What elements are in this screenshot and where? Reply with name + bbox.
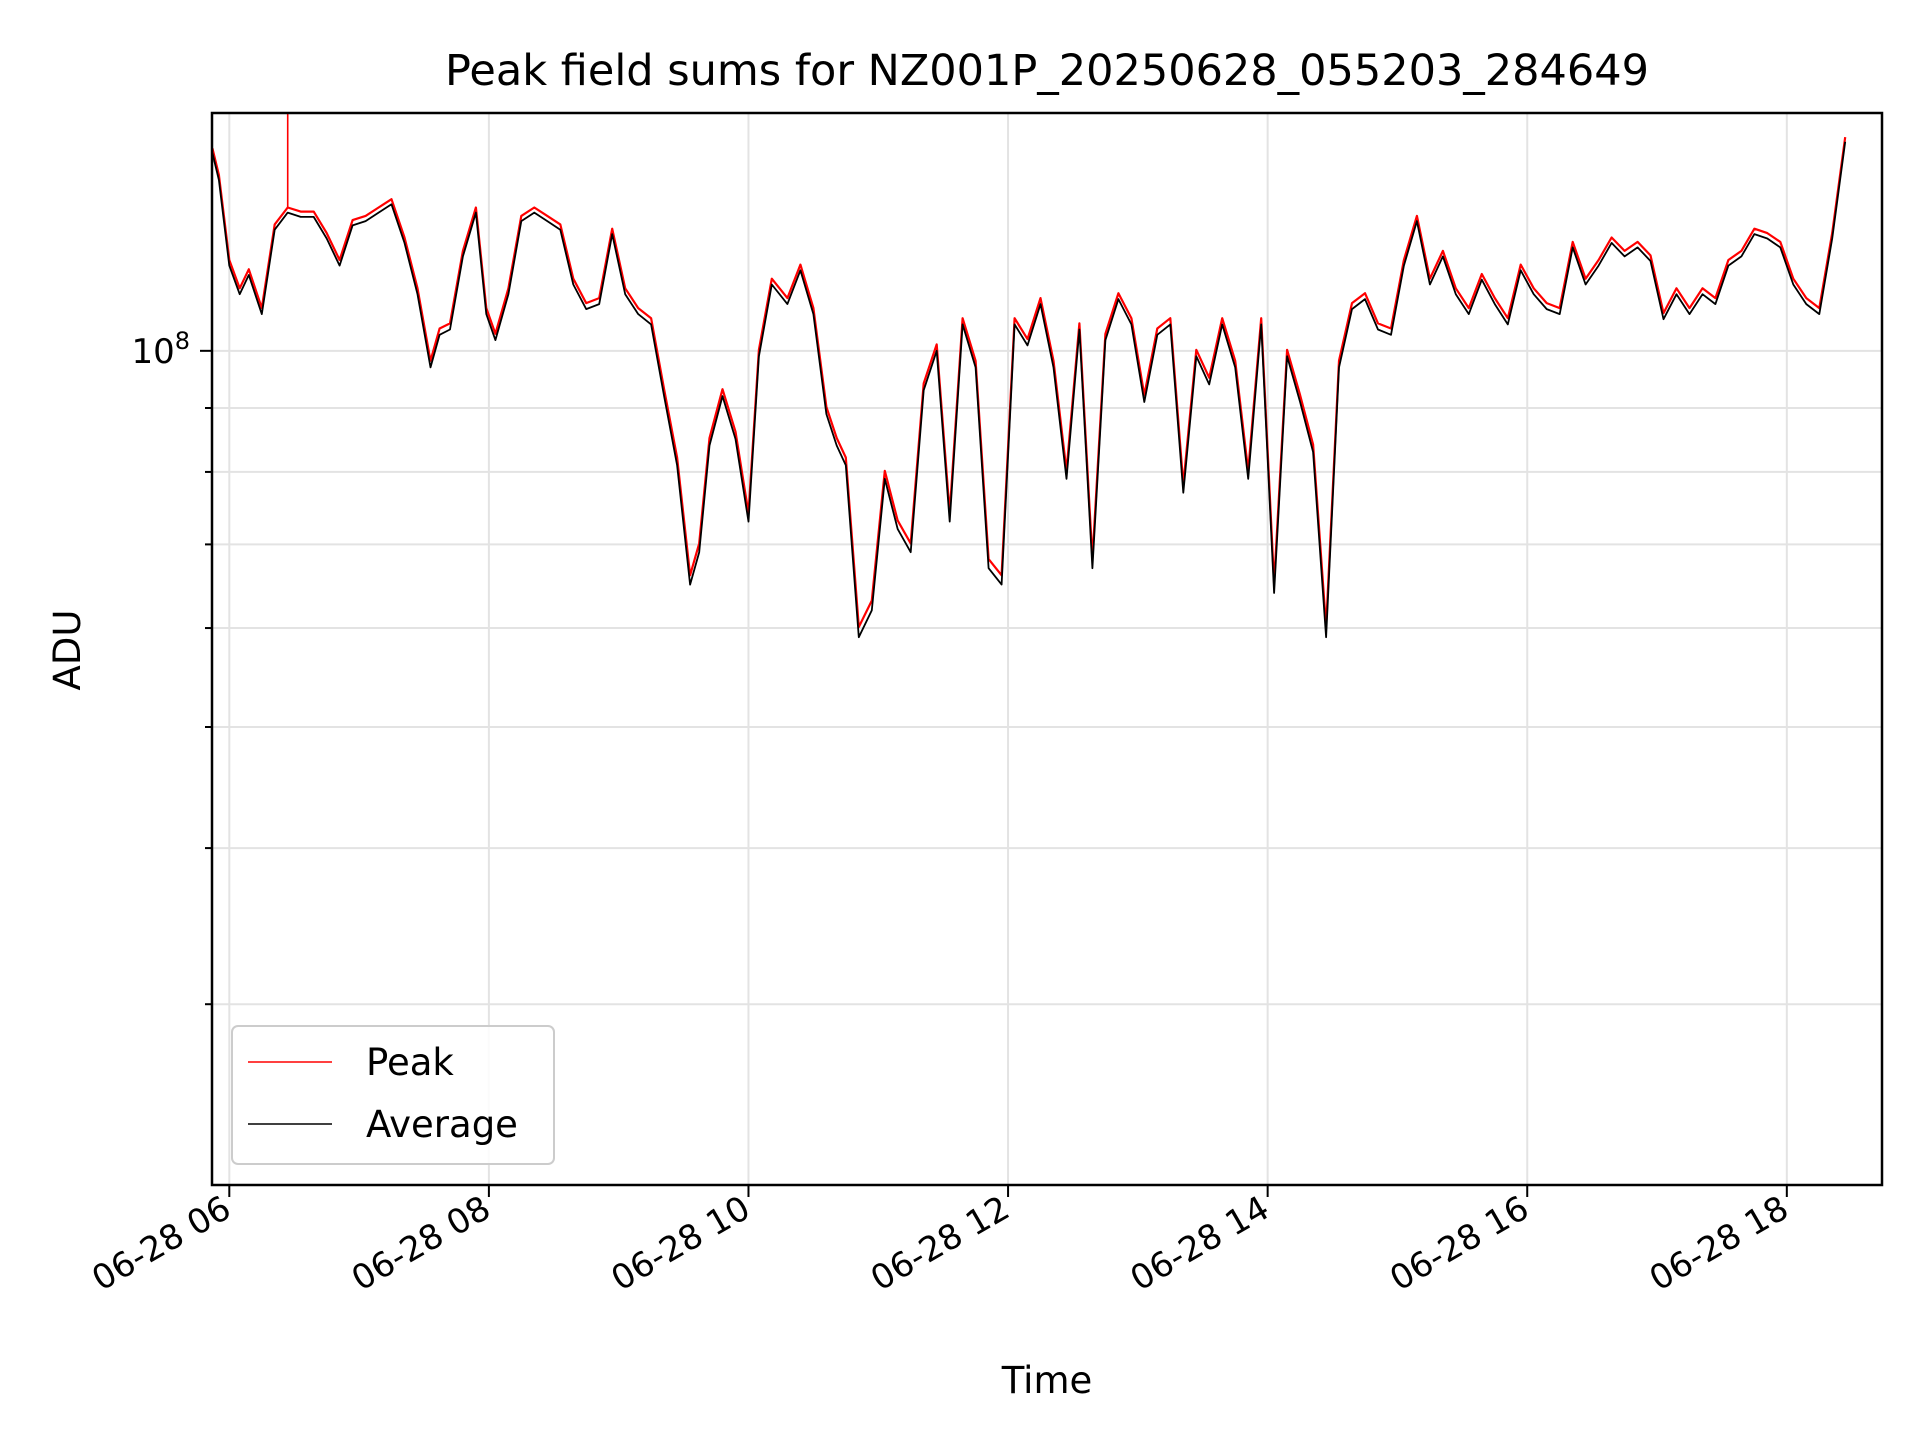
series-layer: [211, 113, 1847, 639]
x-axis-label: Time: [1001, 1359, 1093, 1402]
legend-average-label: Average: [366, 1103, 518, 1146]
series-line-average: [211, 141, 1847, 639]
y-tick-label: 108: [131, 327, 190, 372]
legend: Peak Average: [231, 1025, 555, 1165]
legend-box: [231, 1025, 555, 1165]
y-axis-label: ADU: [46, 610, 89, 691]
grid-layer: [212, 113, 1882, 1185]
plot-frame: [210, 111, 1884, 1187]
legend-peak-label: Peak: [366, 1041, 454, 1084]
chart-title: Peak field sums for NZ001P_20250628_0552…: [445, 46, 1649, 96]
